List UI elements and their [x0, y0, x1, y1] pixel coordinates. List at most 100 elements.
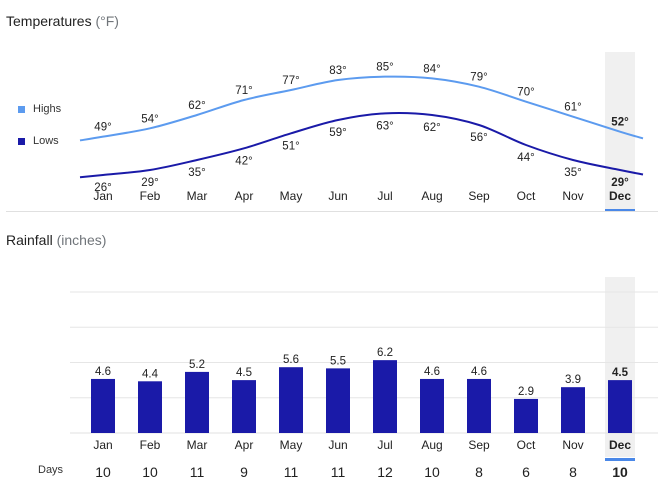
rainfall-title-text: Rainfall [6, 232, 53, 248]
legend-lows-swatch [18, 137, 25, 145]
temp-month-mar[interactable]: Mar [187, 189, 208, 203]
rain-bar-feb[interactable] [138, 381, 162, 433]
lows-label-apr: 42° [235, 155, 252, 167]
rain-value-mar: 5.2 [189, 359, 205, 371]
rain-bar-apr[interactable] [232, 380, 256, 433]
rain-month-apr[interactable]: Apr [235, 438, 254, 452]
rain-bar-jan[interactable] [91, 378, 115, 433]
lows-label-jan: 26° [94, 182, 111, 194]
rain-days-mar: 11 [190, 464, 205, 480]
temp-month-nov[interactable]: Nov [562, 189, 583, 203]
rain-days-aug: 10 [424, 464, 440, 480]
rain-month-aug[interactable]: Aug [421, 438, 442, 452]
rain-days-oct: 6 [522, 464, 530, 480]
rain-bar-mar[interactable] [185, 371, 209, 433]
rain-value-jul: 6.2 [377, 347, 393, 359]
highs-label-sep: 79° [470, 72, 487, 84]
rain-value-jan: 4.6 [95, 366, 111, 378]
rain-value-jun: 5.5 [330, 355, 346, 367]
rain-value-apr: 4.5 [236, 367, 252, 379]
lows-label-jun: 59° [329, 127, 346, 139]
lows-label-sep: 56° [470, 132, 487, 144]
temp-month-oct[interactable]: Oct [517, 189, 536, 203]
rain-bar-dec[interactable] [608, 380, 632, 433]
rain-month-nov[interactable]: Nov [562, 438, 583, 452]
rain-month-oct[interactable]: Oct [517, 438, 536, 452]
rain-value-dec: 4.5 [612, 367, 629, 379]
legend-highs: Highs [18, 103, 61, 115]
highs-label-jan: 49° [94, 122, 111, 134]
rain-bar-jul[interactable] [373, 360, 397, 433]
rain-value-oct: 2.9 [518, 386, 534, 398]
lows-line [79, 111, 644, 179]
highs-label-may: 77° [282, 75, 299, 87]
temperatures-title: Temperatures (°F) [6, 13, 119, 29]
lows-label-feb: 29° [141, 177, 158, 189]
rain-value-may: 5.6 [283, 354, 299, 366]
temp-month-aug[interactable]: Aug [421, 189, 442, 203]
temp-month-feb[interactable]: Feb [140, 189, 161, 203]
lows-label-oct: 44° [517, 152, 534, 164]
temp-month-jun[interactable]: Jun [328, 189, 347, 203]
rain-month-feb[interactable]: Feb [140, 438, 161, 452]
temp-month-jan[interactable]: Jan [93, 189, 112, 203]
section-divider [6, 211, 658, 212]
rain-value-feb: 4.4 [142, 368, 159, 380]
lows-label-nov: 35° [564, 167, 581, 179]
rain-days-jul: 12 [377, 464, 393, 480]
rain-days-dec: 10 [612, 464, 628, 480]
rain-selected-month-indicator [605, 458, 635, 461]
days-label: Days [38, 464, 64, 476]
rain-month-jan[interactable]: Jan [93, 438, 112, 452]
rain-days-sep: 8 [475, 464, 483, 480]
highs-label-aug: 84° [423, 63, 440, 75]
temp-month-apr[interactable]: Apr [235, 189, 254, 203]
highs-label-nov: 61° [564, 102, 581, 114]
temp-month-may[interactable]: May [280, 189, 303, 203]
legend-highs-label: Highs [33, 103, 62, 115]
temperatures-title-text: Temperatures [6, 13, 92, 29]
legend-lows-label: Lows [33, 135, 59, 147]
legend-lows: Lows [18, 135, 59, 147]
rain-month-may[interactable]: May [280, 438, 303, 452]
highs-label-oct: 70° [517, 87, 534, 99]
rain-bar-jun[interactable] [326, 368, 350, 433]
highs-label-mar: 62° [188, 100, 205, 112]
temperatures-unit: (°F) [95, 13, 119, 29]
highs-label-apr: 71° [235, 85, 252, 97]
temp-month-jul[interactable]: Jul [377, 189, 392, 203]
rain-days-nov: 8 [569, 464, 577, 480]
rainfall-chart: 4.6 4.4 5.2 4.5 5.6 5.5 6.2 4.6 4.6 2.9 3.9 4.5 Jan F… [38, 277, 658, 480]
rainfall-title: Rainfall (inches) [6, 232, 106, 248]
rain-bar-aug[interactable] [420, 378, 444, 433]
rain-bar-may[interactable] [279, 367, 303, 433]
highs-label-jun: 83° [329, 65, 346, 77]
highs-line [79, 75, 644, 142]
rain-month-dec[interactable]: Dec [609, 438, 631, 452]
rain-value-sep: 4.6 [471, 366, 487, 378]
rain-bar-sep[interactable] [467, 378, 491, 433]
rain-month-sep[interactable]: Sep [468, 438, 490, 452]
rain-days-jan: 10 [95, 464, 111, 480]
highs-label-jul: 85° [376, 62, 393, 74]
rain-days-may: 11 [284, 464, 299, 480]
rain-month-jul[interactable]: Jul [377, 438, 392, 452]
rain-bar-oct[interactable] [514, 398, 538, 433]
lows-label-aug: 62° [423, 122, 440, 134]
temp-month-sep[interactable]: Sep [468, 189, 490, 203]
lows-label-may: 51° [282, 140, 299, 152]
rain-month-jun[interactable]: Jun [328, 438, 347, 452]
lows-label-mar: 35° [188, 167, 205, 179]
rain-days-jun: 11 [331, 464, 346, 480]
rainfall-unit: (inches) [56, 232, 107, 248]
highs-label-feb: 54° [141, 113, 158, 125]
temp-month-dec[interactable]: Dec [609, 189, 631, 203]
rain-bar-nov[interactable] [561, 387, 585, 433]
rain-month-mar[interactable]: Mar [187, 438, 208, 452]
rain-days-apr: 9 [240, 464, 248, 480]
legend-highs-swatch [18, 105, 25, 113]
lows-label-dec: 29° [611, 177, 629, 189]
lows-label-jul: 63° [376, 120, 393, 132]
rain-value-nov: 3.9 [565, 374, 581, 386]
selected-month-indicator [605, 209, 635, 212]
